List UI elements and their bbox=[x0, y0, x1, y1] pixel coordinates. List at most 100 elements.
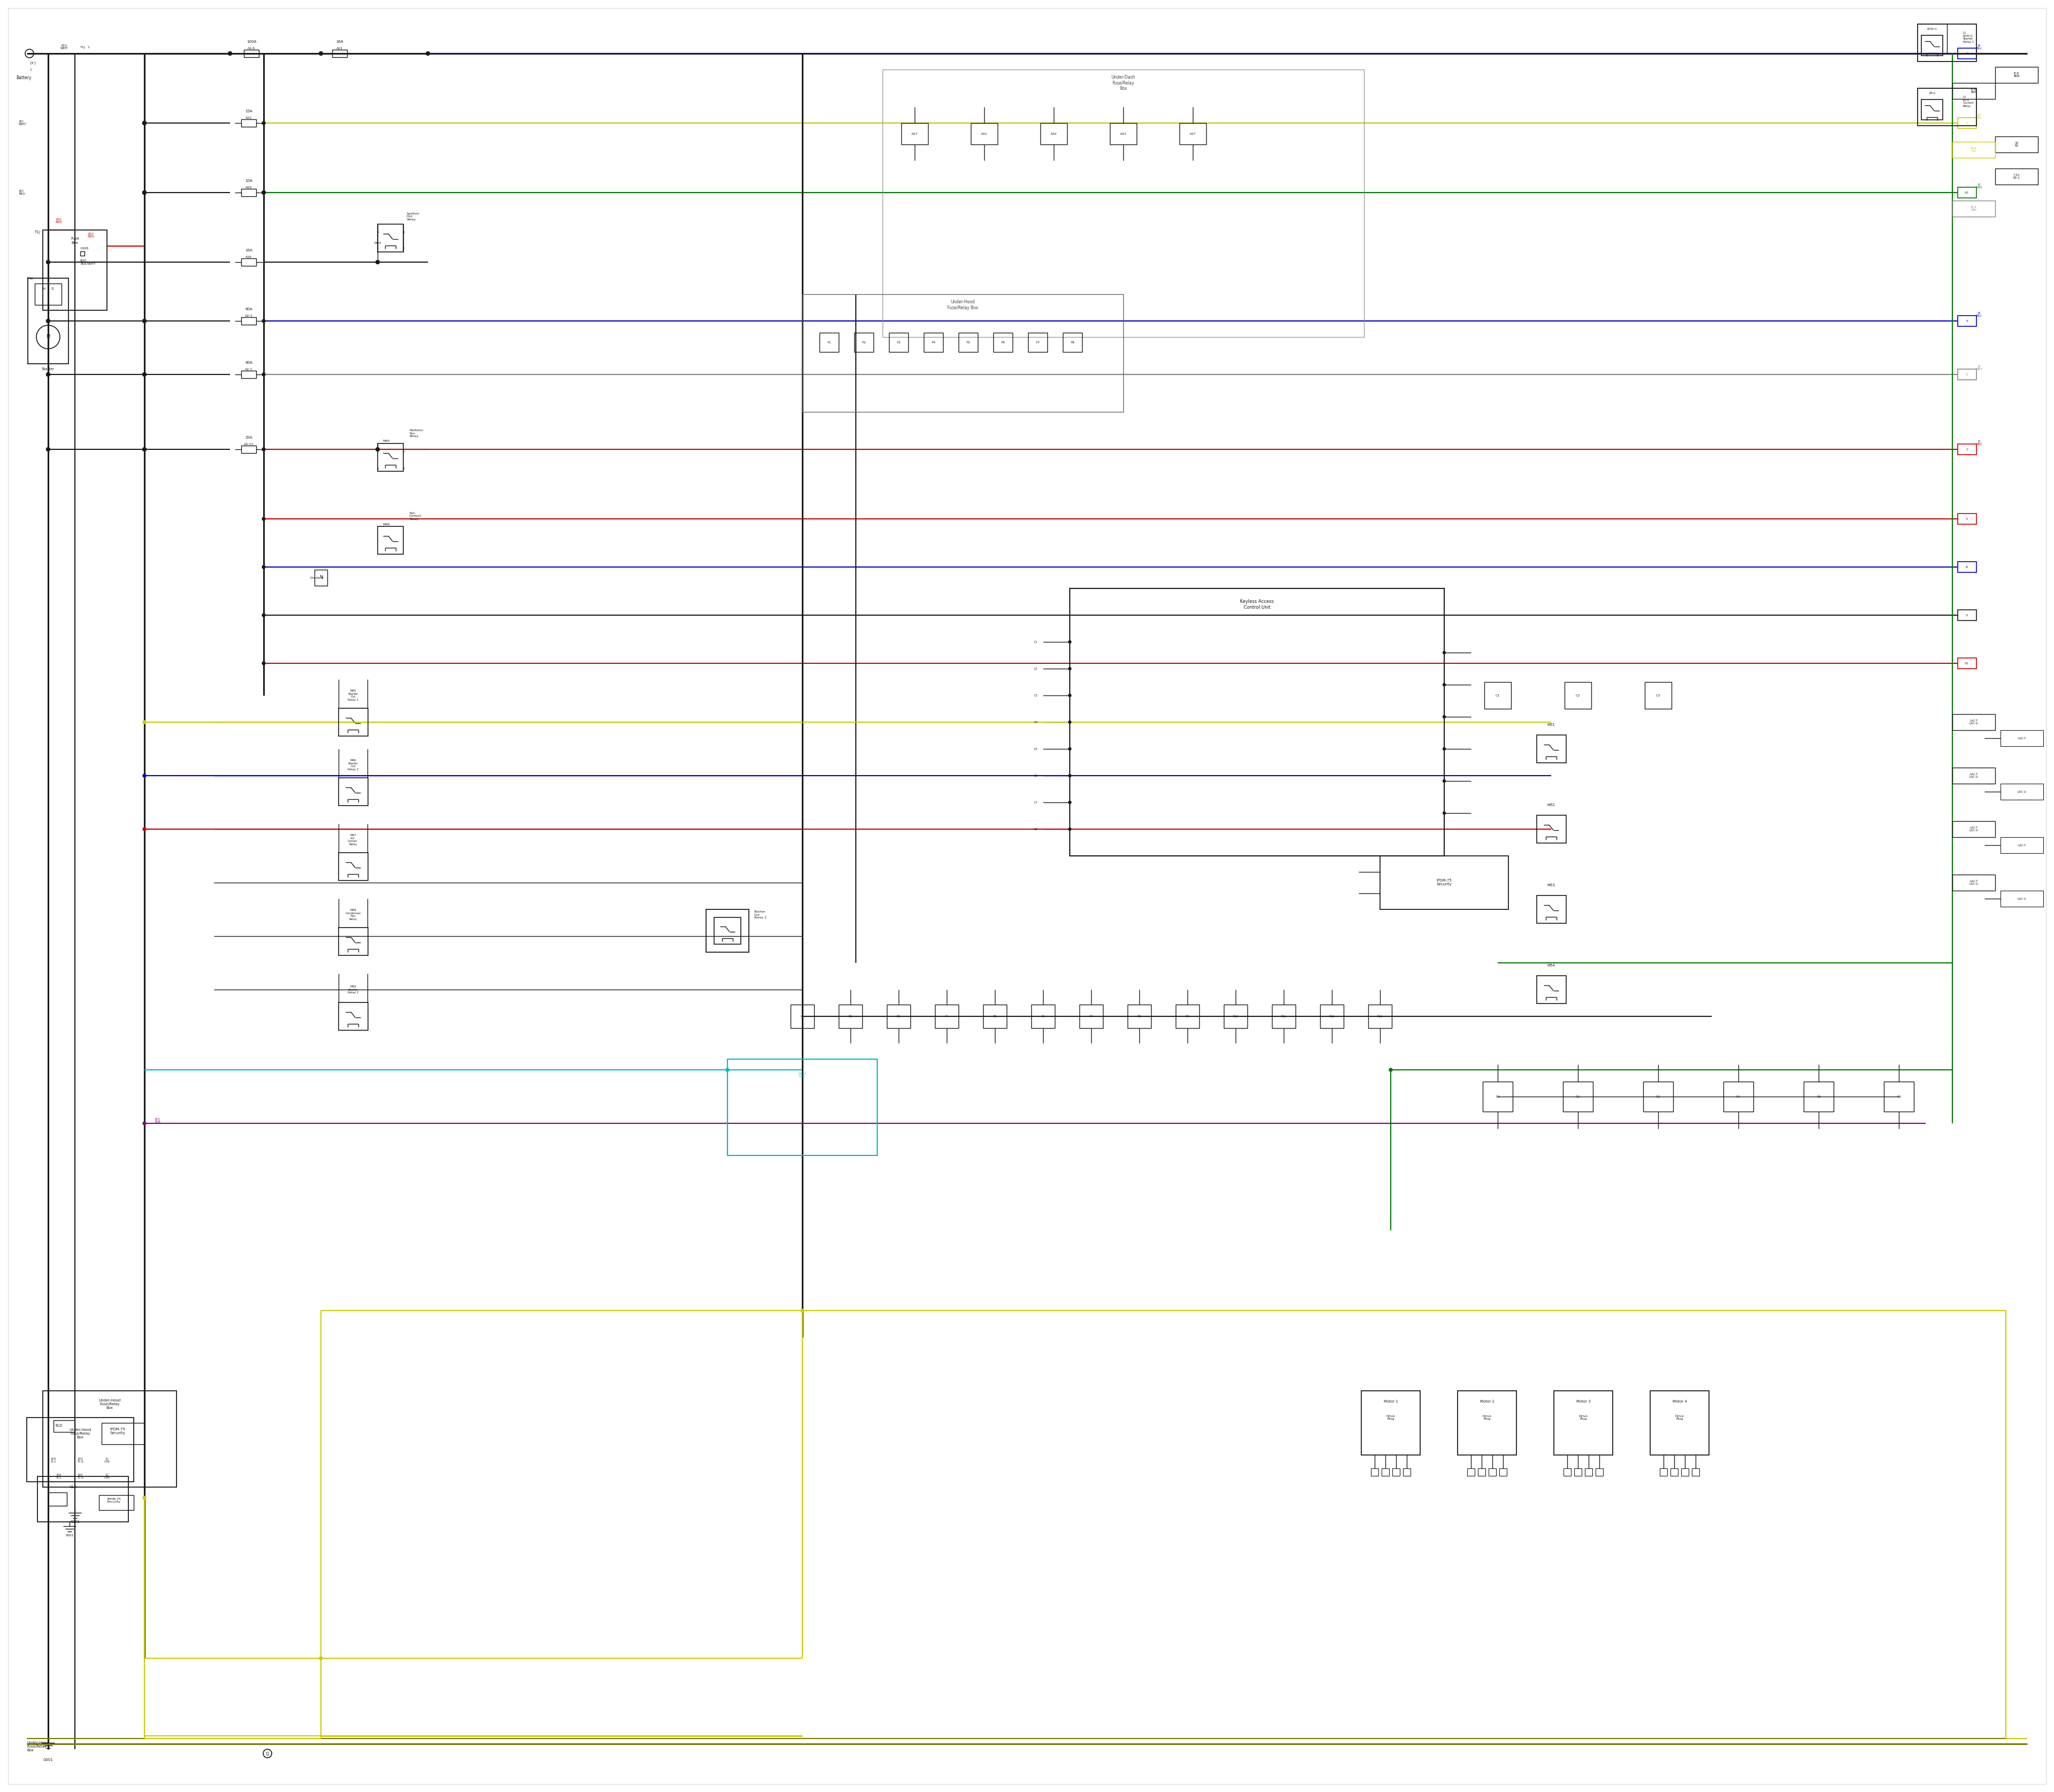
Bar bbox=[1109, 124, 1136, 145]
Text: Radiator
Fan
Relay: Radiator Fan Relay bbox=[409, 428, 423, 437]
Bar bbox=[1649, 1391, 1709, 1455]
Text: [EE]
BLK/WHT: [EE] BLK/WHT bbox=[80, 260, 97, 265]
Text: F8: F8 bbox=[1070, 340, 1074, 344]
Text: L1
RCM-I1
Starter
Relay 1: L1 RCM-I1 Starter Relay 1 bbox=[1964, 32, 1974, 43]
Circle shape bbox=[1389, 1068, 1393, 1072]
Text: P13: P13 bbox=[1378, 1014, 1382, 1018]
Bar bbox=[1920, 100, 1943, 120]
Bar bbox=[53, 1421, 74, 1432]
Circle shape bbox=[318, 52, 322, 56]
Bar bbox=[339, 1002, 368, 1030]
Bar bbox=[1920, 36, 1943, 56]
Bar bbox=[838, 1005, 863, 1029]
Circle shape bbox=[47, 319, 49, 323]
Bar bbox=[1957, 118, 1976, 129]
Bar bbox=[1660, 1468, 1668, 1477]
Circle shape bbox=[1442, 812, 1446, 814]
Text: A2-3: A2-3 bbox=[244, 314, 253, 317]
Bar bbox=[1692, 1468, 1699, 1477]
Bar bbox=[1884, 1082, 1914, 1111]
Text: S001: S001 bbox=[70, 1520, 80, 1523]
Text: C3: C3 bbox=[1033, 694, 1037, 697]
Text: S: S bbox=[51, 287, 53, 290]
Text: IPDM-75
Security: IPDM-75 Security bbox=[1436, 880, 1452, 885]
Bar bbox=[1680, 1468, 1688, 1477]
Bar bbox=[1483, 1082, 1512, 1111]
Text: F3: F3 bbox=[898, 340, 900, 344]
Bar bbox=[1953, 715, 1994, 729]
Text: [EJ]
RED: [EJ] RED bbox=[88, 233, 94, 238]
Text: A2-11: A2-11 bbox=[244, 443, 253, 446]
Text: IE-A
GRY: IE-A GRY bbox=[1972, 206, 1976, 211]
Text: C1: C1 bbox=[1495, 694, 1499, 697]
Circle shape bbox=[142, 319, 146, 323]
Bar bbox=[1565, 683, 1592, 710]
Circle shape bbox=[1442, 747, 1446, 751]
Text: C4: C4 bbox=[1033, 720, 1037, 724]
Bar bbox=[47, 1493, 68, 1505]
Circle shape bbox=[1068, 640, 1070, 643]
Circle shape bbox=[263, 319, 265, 323]
Text: A37: A37 bbox=[1189, 133, 1195, 134]
Circle shape bbox=[263, 566, 265, 568]
Bar bbox=[959, 333, 978, 351]
Bar bbox=[43, 229, 107, 310]
Text: M49
Starter
Relay 2: M49 Starter Relay 2 bbox=[347, 986, 359, 995]
Text: 8: 8 bbox=[1966, 566, 1968, 568]
Bar bbox=[1041, 124, 1068, 145]
Text: Starter
Cut
Relay 2: Starter Cut Relay 2 bbox=[754, 910, 766, 919]
Bar bbox=[240, 258, 257, 265]
Text: A16: A16 bbox=[246, 256, 253, 258]
Bar bbox=[727, 1059, 877, 1156]
Bar bbox=[854, 333, 873, 351]
Text: 7.5A
B2-2: 7.5A B2-2 bbox=[2013, 174, 2019, 179]
Bar bbox=[1380, 857, 1508, 909]
Bar bbox=[1957, 561, 1976, 572]
Bar bbox=[1953, 821, 1994, 837]
Text: Motor 2: Motor 2 bbox=[1479, 1400, 1493, 1403]
Bar bbox=[1128, 1005, 1150, 1029]
Text: R2: R2 bbox=[1575, 1095, 1580, 1098]
Bar bbox=[378, 224, 403, 253]
Text: A31: A31 bbox=[982, 133, 988, 134]
Text: 5: 5 bbox=[1966, 122, 1968, 124]
Text: Motor 3: Motor 3 bbox=[1575, 1400, 1590, 1403]
Bar bbox=[240, 446, 257, 453]
Circle shape bbox=[228, 52, 232, 56]
Bar bbox=[1645, 683, 1672, 710]
Text: A29: A29 bbox=[244, 186, 253, 188]
Text: LAC-T
LAC-U: LAC-T LAC-U bbox=[1970, 772, 1978, 778]
Circle shape bbox=[1068, 828, 1070, 830]
Text: P5: P5 bbox=[992, 1014, 996, 1018]
Circle shape bbox=[47, 448, 49, 452]
Text: Under-Hood
Fuse/Relay
Box: Under-Hood Fuse/Relay Box bbox=[27, 1742, 49, 1753]
Text: M: M bbox=[45, 335, 49, 339]
Bar bbox=[803, 294, 1124, 412]
Circle shape bbox=[142, 448, 146, 452]
Bar bbox=[101, 1423, 144, 1444]
Bar bbox=[1536, 896, 1565, 923]
Circle shape bbox=[144, 720, 146, 724]
Text: C407
LOC: C407 LOC bbox=[799, 1072, 807, 1079]
Text: R5: R5 bbox=[1816, 1095, 1820, 1098]
Text: F2: F2 bbox=[863, 340, 867, 344]
Bar bbox=[1499, 1468, 1508, 1477]
Circle shape bbox=[142, 373, 146, 376]
Bar bbox=[1368, 1005, 1393, 1029]
Bar bbox=[1403, 1468, 1411, 1477]
Bar bbox=[1321, 1005, 1343, 1029]
Bar bbox=[1175, 1005, 1200, 1029]
Text: [E
BLU: [E BLU bbox=[1976, 312, 1982, 317]
Text: Starter: Starter bbox=[41, 367, 55, 371]
Text: Drive
Plug: Drive Plug bbox=[1676, 1414, 1684, 1421]
Bar bbox=[29, 278, 68, 364]
Text: P3: P3 bbox=[898, 1014, 900, 1018]
Text: A32: A32 bbox=[1050, 133, 1058, 134]
Bar bbox=[1536, 815, 1565, 842]
Bar bbox=[1485, 683, 1512, 710]
Text: R3: R3 bbox=[1656, 1095, 1660, 1098]
Text: 5: 5 bbox=[1966, 319, 1968, 323]
Bar bbox=[35, 283, 62, 305]
Text: 3: 3 bbox=[1966, 615, 1968, 616]
Circle shape bbox=[801, 1308, 803, 1312]
